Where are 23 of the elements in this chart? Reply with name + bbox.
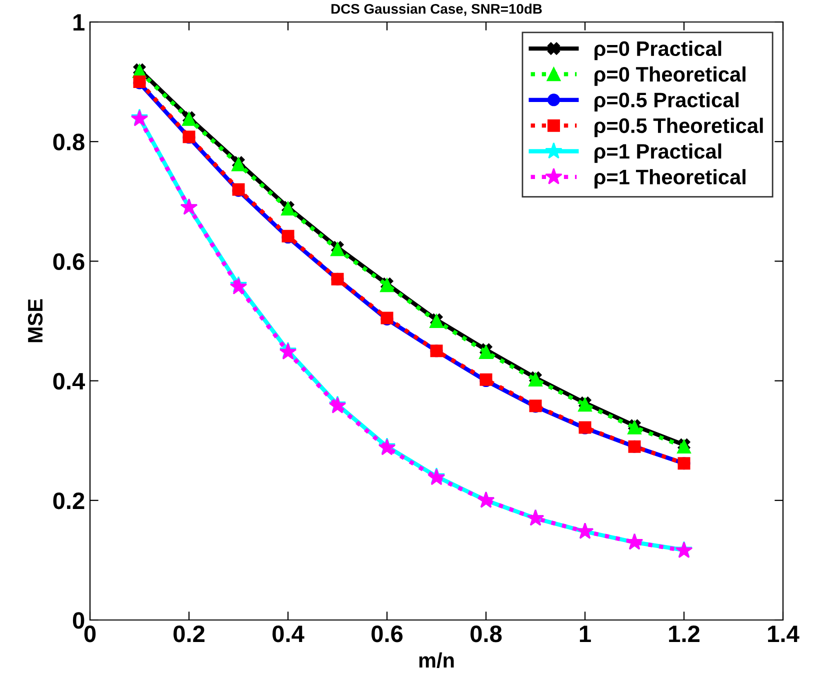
x-tick-label: 0.4 — [272, 625, 304, 642]
x-tick-label: 0 — [84, 625, 96, 642]
y-tick-label: 0.6 — [53, 253, 84, 270]
y-tick-label: 0.8 — [53, 134, 84, 150]
y-tick-label: 0.4 — [53, 372, 86, 390]
x-tick-label: 1.4 — [768, 626, 800, 642]
x-tick-label: 0.6 — [372, 625, 403, 642]
y-tick-label: 1 — [73, 14, 84, 31]
x-tick-label: 1.2 — [669, 625, 700, 642]
chart-title: DCS Gaussian Case, SNR=10dB — [331, 4, 542, 16]
legend-label: ρ=1 Practical — [594, 143, 722, 163]
y-tick-label: 0.2 — [53, 492, 84, 510]
x-tick-label: 0.8 — [470, 625, 502, 642]
x-tick-label: 1 — [580, 626, 591, 642]
legend-label: ρ=0 Theoretical — [594, 66, 746, 86]
legend-label: ρ=1 Theoretical — [594, 169, 746, 189]
y-tick-label: 0 — [72, 612, 84, 629]
legend-label: ρ=0.5 Practical — [594, 92, 739, 112]
x-axis-title: m/n — [419, 652, 454, 668]
x-tick-label: 0.2 — [174, 625, 204, 642]
legend-label: ρ=0 Practical — [594, 40, 722, 60]
legend-label: ρ=0.5 Theoretical — [594, 118, 763, 138]
y-axis-title: MSE — [28, 299, 43, 342]
